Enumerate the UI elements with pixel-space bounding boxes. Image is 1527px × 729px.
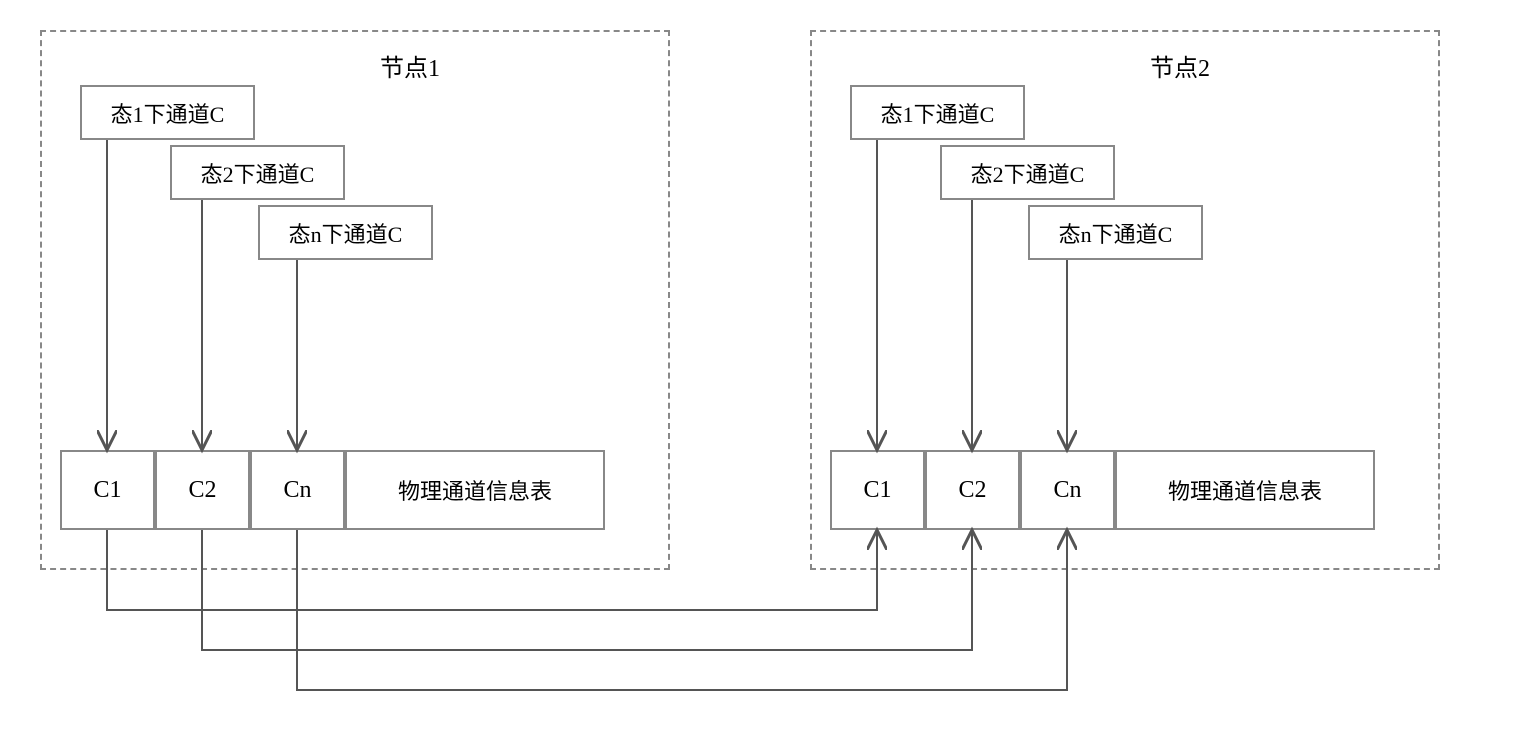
node2-state1-box: 态1下通道C bbox=[850, 85, 1025, 140]
node2-c2-label: C2 bbox=[958, 477, 986, 504]
node1-cn-box: Cn bbox=[250, 450, 345, 530]
node1-state-n-label: 态n下通道C bbox=[289, 217, 403, 249]
node1-c1-box: C1 bbox=[60, 450, 155, 530]
node2-state2-box: 态2下通道C bbox=[940, 145, 1115, 200]
node2-c1-label: C1 bbox=[863, 477, 891, 504]
node1-state-n-box: 态n下通道C bbox=[258, 205, 433, 260]
node2-state1-label: 态1下通道C bbox=[881, 97, 995, 129]
node2-state-n-box: 态n下通道C bbox=[1028, 205, 1203, 260]
node2-state-n-label: 态n下通道C bbox=[1059, 217, 1173, 249]
node2-info-table-label: 物理通道信息表 bbox=[1168, 474, 1322, 506]
node1-info-table-box: 物理通道信息表 bbox=[345, 450, 605, 530]
node1-c2-label: C2 bbox=[188, 477, 216, 504]
node2-cn-box: Cn bbox=[1020, 450, 1115, 530]
node1-state1-label: 态1下通道C bbox=[111, 97, 225, 129]
node2-c2-box: C2 bbox=[925, 450, 1020, 530]
node2-title: 节点2 bbox=[1150, 48, 1210, 83]
node2-cn-label: Cn bbox=[1053, 477, 1081, 504]
node1-title: 节点1 bbox=[380, 48, 440, 83]
node1-info-table-label: 物理通道信息表 bbox=[398, 474, 552, 506]
node2-state2-label: 态2下通道C bbox=[971, 157, 1085, 189]
node1-c1-label: C1 bbox=[93, 477, 121, 504]
node1-cn-label: Cn bbox=[283, 477, 311, 504]
node1-state1-box: 态1下通道C bbox=[80, 85, 255, 140]
node2-c1-box: C1 bbox=[830, 450, 925, 530]
node2-info-table-box: 物理通道信息表 bbox=[1115, 450, 1375, 530]
node1-state2-box: 态2下通道C bbox=[170, 145, 345, 200]
node1-state2-label: 态2下通道C bbox=[201, 157, 315, 189]
node1-c2-box: C2 bbox=[155, 450, 250, 530]
